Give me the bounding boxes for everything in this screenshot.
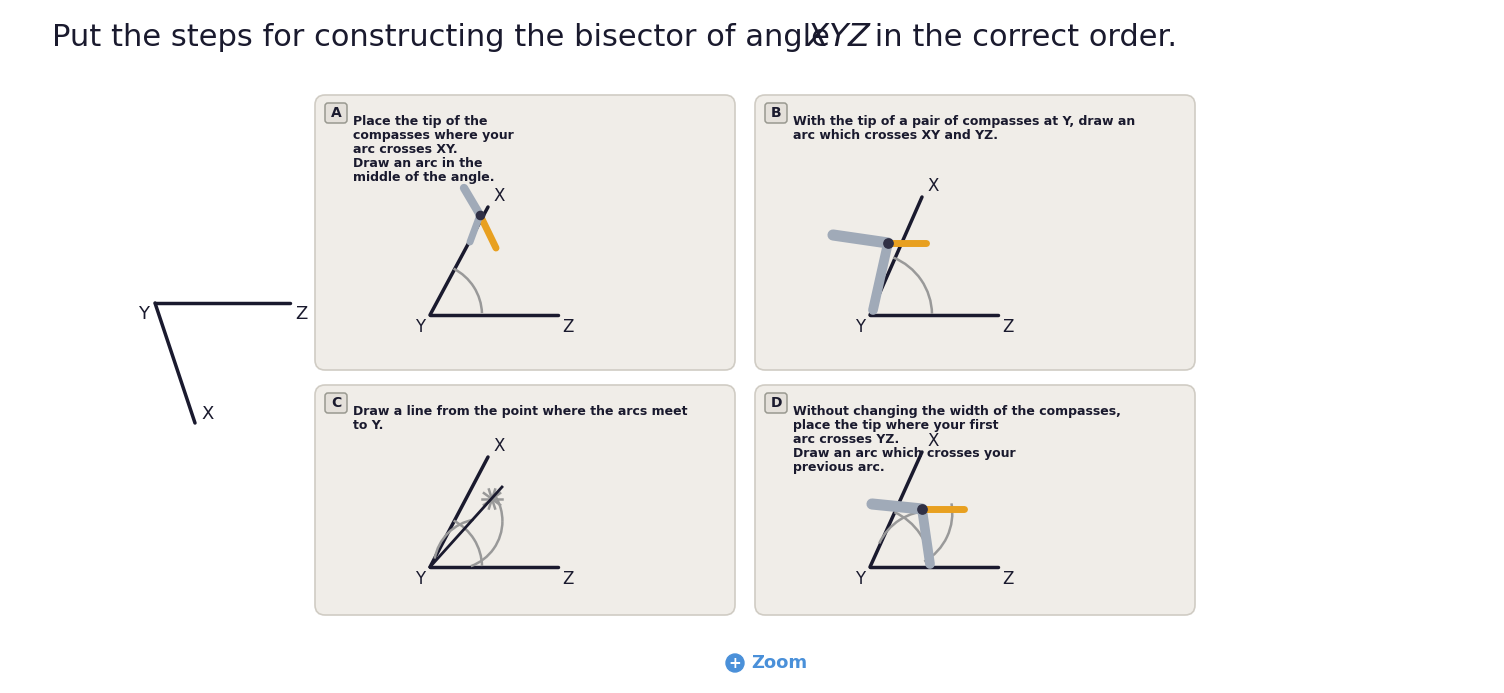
Text: D: D xyxy=(770,396,782,410)
Text: Put the steps for constructing the bisector of angle: Put the steps for constructing the bisec… xyxy=(53,24,839,53)
Point xyxy=(910,503,934,514)
FancyBboxPatch shape xyxy=(766,393,787,413)
Text: arc crosses YZ.: arc crosses YZ. xyxy=(793,433,899,446)
Text: $\mathit{XYZ}$: $\mathit{XYZ}$ xyxy=(805,22,872,53)
Text: Z: Z xyxy=(562,570,573,588)
Text: place the tip where your first: place the tip where your first xyxy=(793,419,999,432)
Text: in the correct order.: in the correct order. xyxy=(865,24,1178,53)
FancyBboxPatch shape xyxy=(766,103,787,123)
Text: Z: Z xyxy=(295,305,307,323)
Text: to Y.: to Y. xyxy=(353,419,384,432)
Text: With the tip of a pair of compasses at Y, draw an: With the tip of a pair of compasses at Y… xyxy=(793,115,1136,128)
Text: middle of the angle.: middle of the angle. xyxy=(353,171,495,184)
Text: Y: Y xyxy=(138,305,149,323)
Text: +: + xyxy=(728,656,741,671)
Text: X: X xyxy=(493,187,504,205)
Circle shape xyxy=(726,654,744,672)
Point xyxy=(468,209,492,220)
FancyBboxPatch shape xyxy=(755,95,1196,370)
Text: C: C xyxy=(331,396,341,410)
FancyBboxPatch shape xyxy=(325,393,347,413)
FancyBboxPatch shape xyxy=(314,95,735,370)
Text: Place the tip of the: Place the tip of the xyxy=(353,115,487,128)
Text: previous arc.: previous arc. xyxy=(793,461,884,474)
Text: arc which crosses XY and YZ.: arc which crosses XY and YZ. xyxy=(793,129,999,142)
FancyBboxPatch shape xyxy=(314,385,735,615)
Text: X: X xyxy=(926,177,938,195)
Text: Z: Z xyxy=(1002,570,1014,588)
Text: Z: Z xyxy=(562,318,573,336)
Text: Y: Y xyxy=(415,570,426,588)
Text: B: B xyxy=(770,106,781,120)
Text: Y: Y xyxy=(415,318,426,336)
Text: compasses where your: compasses where your xyxy=(353,129,514,142)
Text: Y: Y xyxy=(854,570,865,588)
Text: Draw an arc in the: Draw an arc in the xyxy=(353,157,483,170)
Text: X: X xyxy=(926,432,938,450)
Point xyxy=(875,238,899,249)
Text: Zoom: Zoom xyxy=(750,654,808,672)
Text: X: X xyxy=(202,405,214,423)
Text: Y: Y xyxy=(854,318,865,336)
Text: arc crosses XY.: arc crosses XY. xyxy=(353,143,457,156)
Text: Draw an arc which crosses your: Draw an arc which crosses your xyxy=(793,447,1015,460)
Text: X: X xyxy=(493,437,504,455)
FancyBboxPatch shape xyxy=(325,103,347,123)
Text: Z: Z xyxy=(1002,318,1014,336)
FancyBboxPatch shape xyxy=(755,385,1196,615)
Text: Draw a line from the point where the arcs meet: Draw a line from the point where the arc… xyxy=(353,405,687,418)
Text: A: A xyxy=(331,106,341,120)
Text: Without changing the width of the compasses,: Without changing the width of the compas… xyxy=(793,405,1120,418)
